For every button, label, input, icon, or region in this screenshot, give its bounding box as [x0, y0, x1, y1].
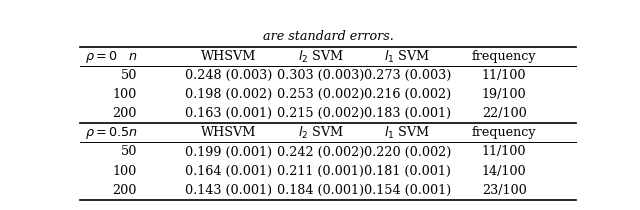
Text: 11/100: 11/100	[482, 69, 526, 82]
Text: WHSVM: WHSVM	[201, 126, 257, 139]
Text: $l_2$ SVM: $l_2$ SVM	[298, 125, 344, 141]
Text: 0.199 (0.001): 0.199 (0.001)	[185, 146, 273, 159]
Text: 0.248 (0.003): 0.248 (0.003)	[185, 69, 273, 82]
Text: are standard errors.: are standard errors.	[262, 30, 394, 43]
Text: 100: 100	[113, 88, 137, 101]
Text: $l_1$ SVM: $l_1$ SVM	[385, 125, 430, 141]
Text: 200: 200	[113, 107, 137, 120]
Text: frequency: frequency	[472, 126, 536, 139]
Text: 11/100: 11/100	[482, 146, 526, 159]
Text: 0.143 (0.001): 0.143 (0.001)	[185, 184, 273, 197]
Text: $l_2$ SVM: $l_2$ SVM	[298, 49, 344, 65]
Text: 50: 50	[121, 146, 137, 159]
Text: $n$: $n$	[128, 50, 137, 63]
Text: 0.215 (0.002): 0.215 (0.002)	[277, 107, 364, 120]
Text: 22/100: 22/100	[482, 107, 527, 120]
Text: $\rho = 0$: $\rho = 0$	[85, 49, 118, 64]
Text: 23/100: 23/100	[482, 184, 527, 197]
Text: 0.163 (0.001): 0.163 (0.001)	[185, 107, 273, 120]
Text: $\rho = 0.5$: $\rho = 0.5$	[85, 125, 130, 141]
Text: 14/100: 14/100	[482, 165, 526, 177]
Text: 0.220 (0.002): 0.220 (0.002)	[364, 146, 451, 159]
Text: 200: 200	[113, 184, 137, 197]
Text: 0.216 (0.002): 0.216 (0.002)	[364, 88, 451, 101]
Text: 0.184 (0.001): 0.184 (0.001)	[277, 184, 364, 197]
Text: 100: 100	[113, 165, 137, 177]
Text: 50: 50	[121, 69, 137, 82]
Text: 0.303 (0.003): 0.303 (0.003)	[277, 69, 364, 82]
Text: 0.183 (0.001): 0.183 (0.001)	[364, 107, 451, 120]
Text: 0.181 (0.001): 0.181 (0.001)	[364, 165, 451, 177]
Text: $l_1$ SVM: $l_1$ SVM	[385, 49, 430, 65]
Text: $n$: $n$	[128, 126, 137, 139]
Text: 0.211 (0.001): 0.211 (0.001)	[277, 165, 364, 177]
Text: 0.154 (0.001): 0.154 (0.001)	[364, 184, 451, 197]
Text: WHSVM: WHSVM	[201, 50, 257, 63]
Text: 19/100: 19/100	[482, 88, 526, 101]
Text: frequency: frequency	[472, 50, 536, 63]
Text: 0.242 (0.002): 0.242 (0.002)	[277, 146, 364, 159]
Text: 0.164 (0.001): 0.164 (0.001)	[185, 165, 273, 177]
Text: 0.198 (0.002): 0.198 (0.002)	[185, 88, 273, 101]
Text: 0.253 (0.002): 0.253 (0.002)	[277, 88, 364, 101]
Text: 0.273 (0.003): 0.273 (0.003)	[364, 69, 451, 82]
